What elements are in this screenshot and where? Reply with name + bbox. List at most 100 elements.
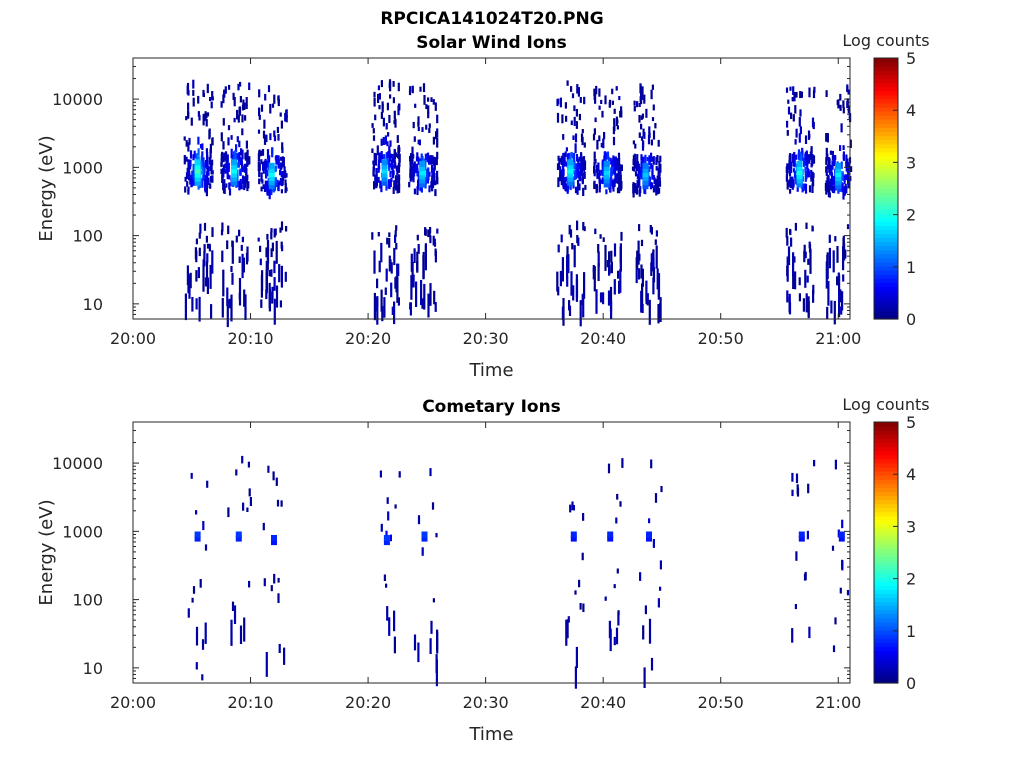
count-cell xyxy=(201,151,204,158)
count-cell xyxy=(582,603,585,612)
count-cell xyxy=(271,242,274,252)
colorbar-step xyxy=(874,605,898,611)
burst xyxy=(791,459,816,643)
count-cell xyxy=(202,113,205,121)
count-cell xyxy=(372,135,376,141)
count-cell xyxy=(374,114,377,121)
count-cell xyxy=(188,137,191,145)
count-cell xyxy=(200,162,203,170)
count-cell xyxy=(795,551,798,561)
count-cell xyxy=(192,154,195,161)
count-cell xyxy=(428,185,431,193)
colorbar-step xyxy=(874,147,898,153)
count-cell xyxy=(575,121,578,129)
burst xyxy=(187,472,209,681)
count-cell xyxy=(185,116,188,121)
count-cell xyxy=(280,265,283,288)
count-cell xyxy=(246,507,249,512)
count-cell xyxy=(265,272,268,294)
count-cell xyxy=(195,238,198,245)
count-cell xyxy=(433,238,436,246)
count-cell xyxy=(574,666,577,689)
count-cell xyxy=(397,178,401,189)
colorbar-step xyxy=(874,589,898,594)
count-cell xyxy=(265,289,268,300)
count-cell xyxy=(567,616,570,623)
burst-core xyxy=(835,179,842,186)
count-cell xyxy=(238,180,241,191)
count-cell xyxy=(395,225,398,231)
count-cell xyxy=(842,154,845,160)
count-cell xyxy=(632,193,635,198)
count-cell xyxy=(233,117,236,123)
count-cell xyxy=(794,271,797,290)
colorbar-step xyxy=(874,139,898,145)
count-cell xyxy=(284,271,287,282)
count-cell xyxy=(634,171,638,177)
burst-core xyxy=(642,183,649,190)
count-cell xyxy=(826,138,829,143)
count-cell xyxy=(417,642,420,663)
count-cell xyxy=(633,162,636,169)
count-cell xyxy=(280,170,283,177)
count-cell xyxy=(277,577,280,583)
count-cell xyxy=(375,297,378,312)
count-cell xyxy=(799,91,802,99)
count-cell xyxy=(248,488,251,497)
count-cell xyxy=(225,168,229,174)
count-cell xyxy=(598,88,601,97)
colorbar-step xyxy=(874,184,898,190)
count-cell xyxy=(847,162,850,169)
count-cell xyxy=(570,120,573,126)
count-cell xyxy=(418,158,422,163)
count-cell xyxy=(200,170,203,175)
count-cell xyxy=(397,297,400,306)
count-cell xyxy=(209,264,212,289)
count-cell xyxy=(268,192,271,200)
count-cell xyxy=(409,302,412,316)
count-cell xyxy=(236,109,239,120)
count-cell xyxy=(808,87,811,98)
count-cell xyxy=(604,244,607,271)
colorbar-step xyxy=(874,576,898,582)
count-cell xyxy=(801,147,804,154)
count-cell xyxy=(657,304,660,324)
count-cell xyxy=(619,501,622,507)
count-cell xyxy=(430,97,433,102)
count-cell xyxy=(654,123,657,129)
count-cell xyxy=(419,86,422,92)
count-cell xyxy=(371,148,374,153)
count-cell xyxy=(205,182,208,189)
count-cell xyxy=(633,166,636,172)
count-cell xyxy=(807,169,810,176)
count-cell xyxy=(257,161,260,172)
count-cell xyxy=(593,166,596,174)
count-cell xyxy=(224,169,227,174)
colorbar-step xyxy=(874,70,898,75)
colorbar-step xyxy=(874,519,898,525)
count-cell xyxy=(285,187,288,192)
count-cell xyxy=(556,271,559,292)
count-cell xyxy=(561,114,564,124)
count-cell xyxy=(610,250,613,263)
count-cell xyxy=(375,181,378,188)
count-cell xyxy=(273,228,276,238)
count-cell xyxy=(417,127,420,132)
count-cell xyxy=(198,232,201,239)
burst-core xyxy=(798,531,805,538)
count-cell xyxy=(260,104,264,112)
colorbar-step xyxy=(874,265,898,271)
count-cell xyxy=(578,171,582,176)
colorbar-step xyxy=(874,564,898,570)
count-cell xyxy=(285,173,288,178)
count-cell xyxy=(423,95,426,105)
count-cell xyxy=(237,114,240,123)
count-cell xyxy=(640,115,643,120)
count-cell xyxy=(811,183,814,193)
colorbar-step xyxy=(874,245,898,251)
count-cell xyxy=(238,106,241,115)
count-cell xyxy=(805,293,808,313)
count-cell xyxy=(263,119,266,129)
count-cell xyxy=(220,229,224,236)
count-cell xyxy=(283,166,286,174)
